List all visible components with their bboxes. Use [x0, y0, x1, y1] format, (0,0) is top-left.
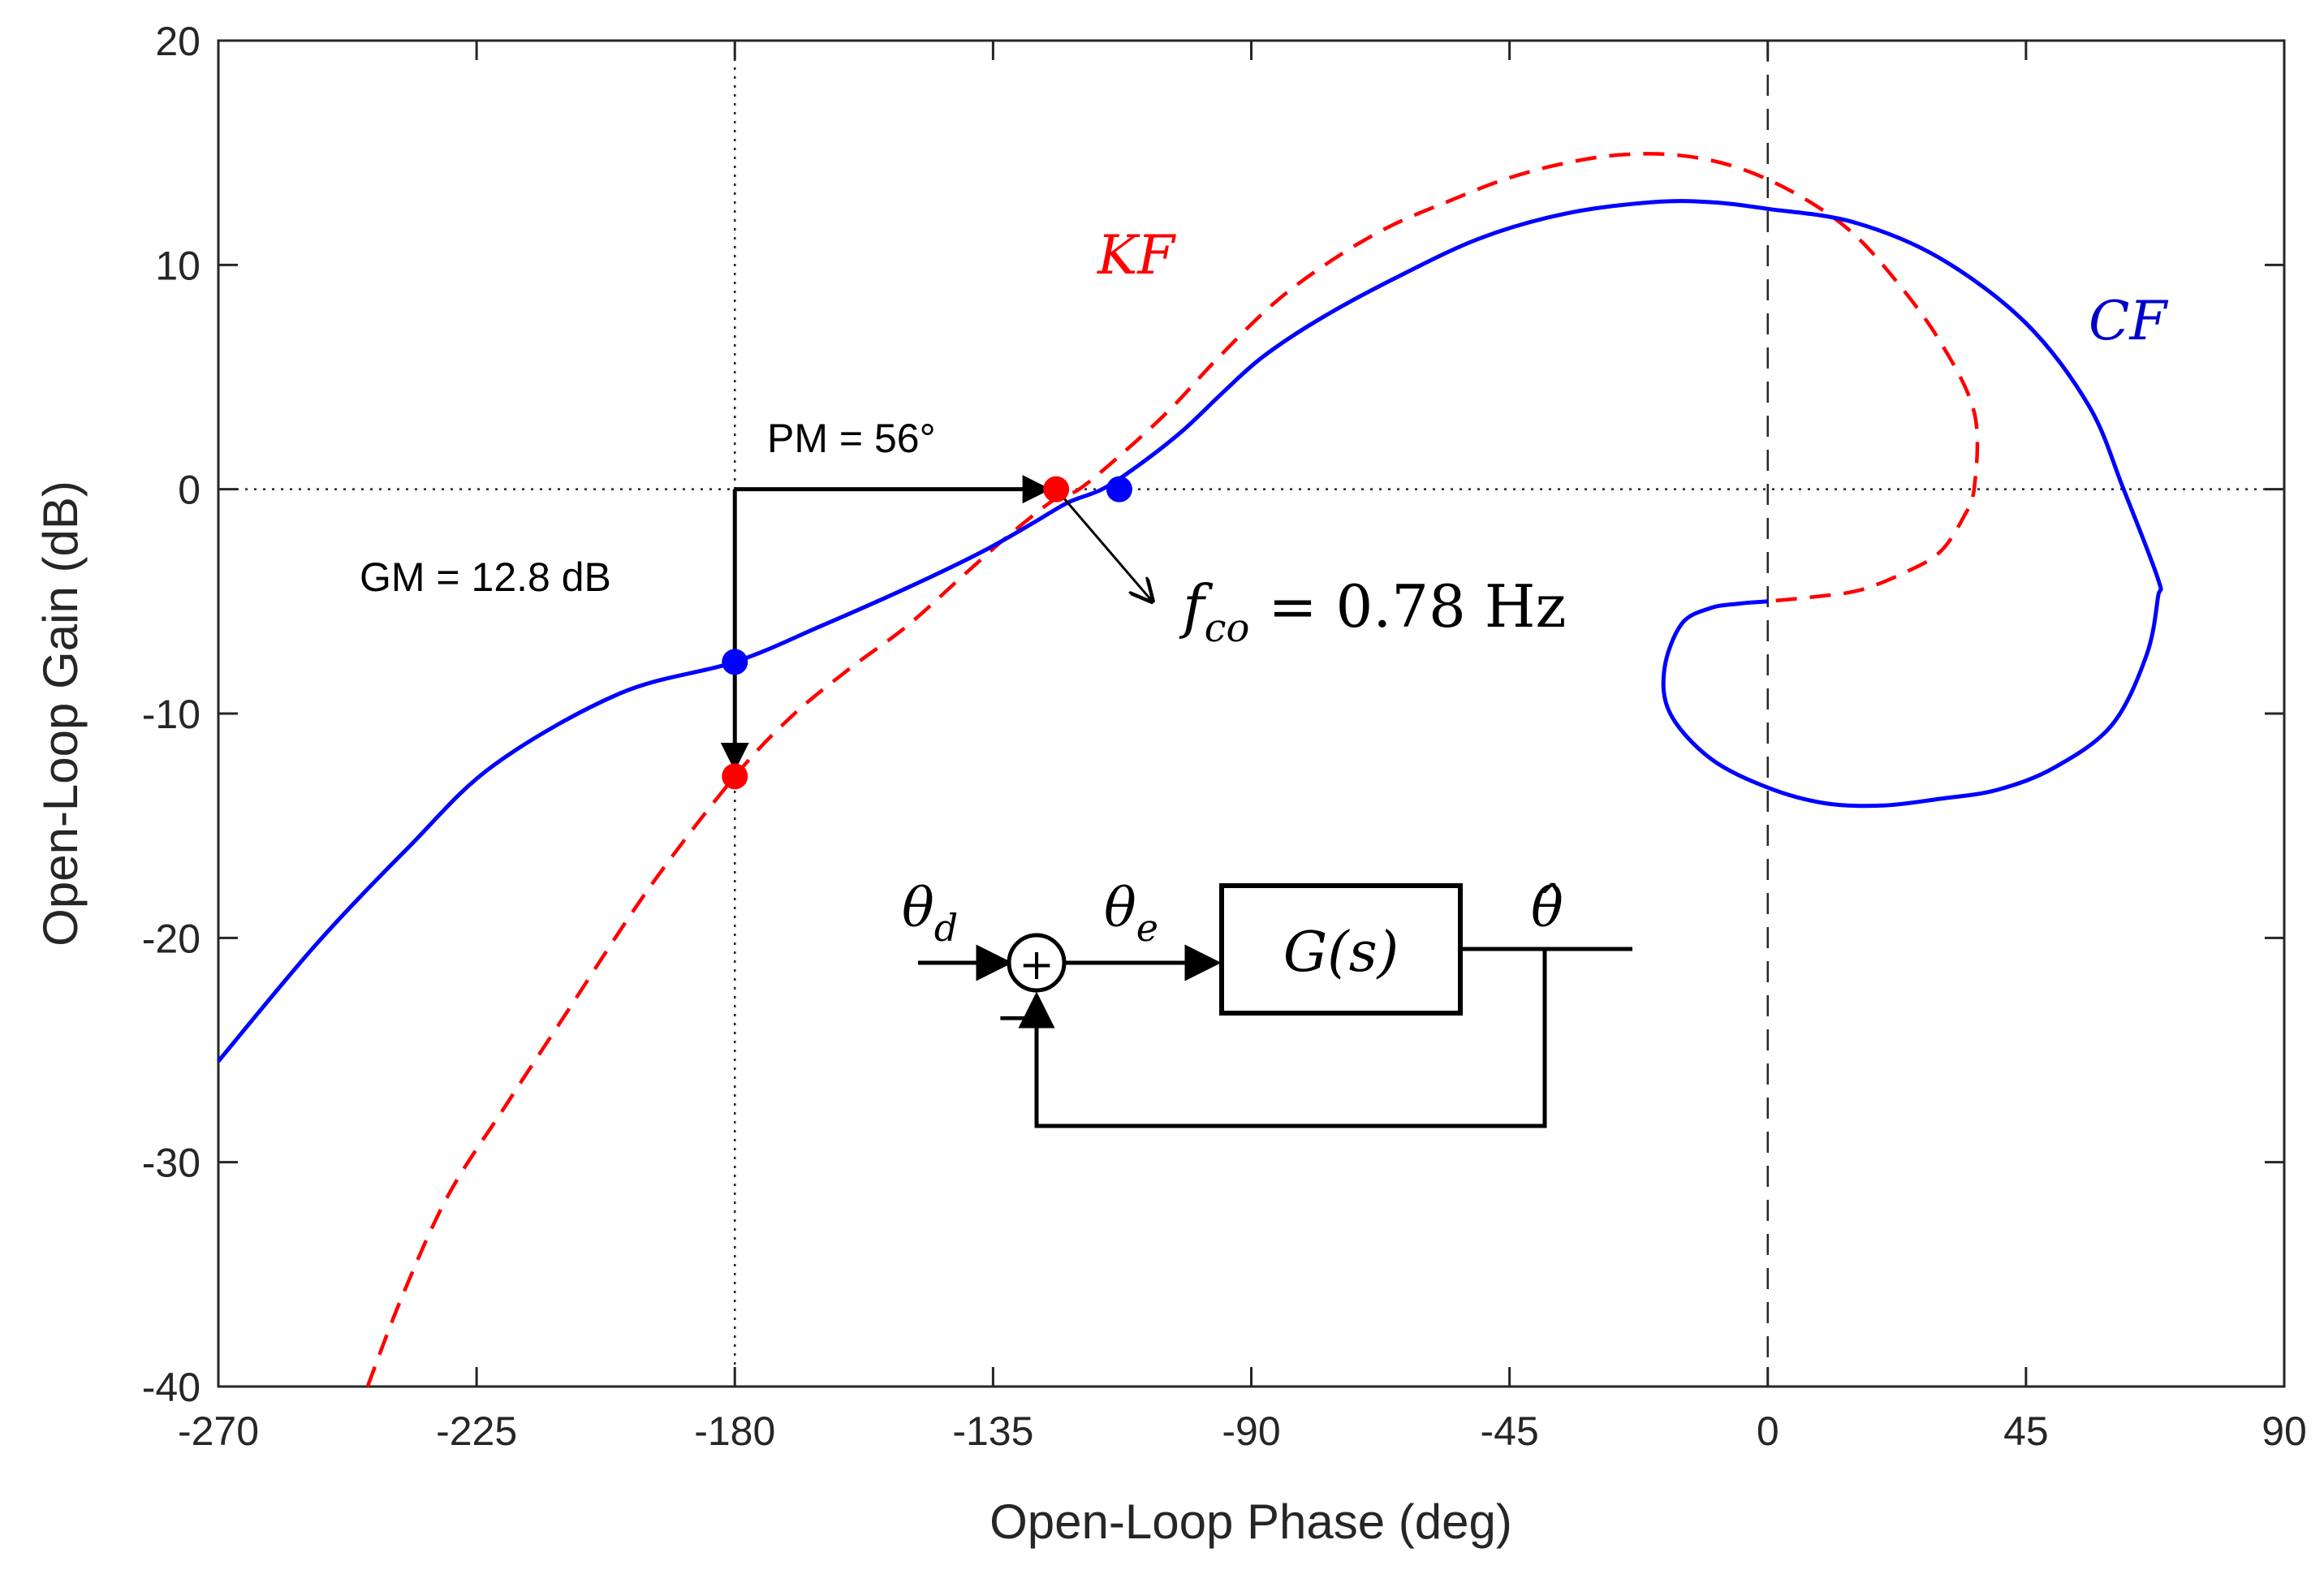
- pm-label: PM = 56°: [767, 416, 936, 461]
- bd-sum-sign: +: [1019, 941, 1054, 990]
- x-tick-label: 45: [2003, 1408, 2049, 1454]
- y-tick-label: 10: [155, 243, 200, 288]
- bd-output-label: θ̂: [1531, 877, 1563, 939]
- y-tick-label: -20: [142, 916, 200, 961]
- y-tick-label: 0: [178, 468, 200, 513]
- x-axis-title: Open-Loop Phase (deg): [990, 1495, 1512, 1549]
- bd-input-label: θd: [902, 877, 958, 950]
- bd-input-symbol: θ: [902, 877, 934, 939]
- series-label-cf: CF: [2089, 290, 2168, 352]
- gm-label: GM = 12.8 dB: [360, 554, 611, 600]
- y-tick-label: 20: [155, 19, 200, 64]
- bd-feedback-path: [1018, 949, 1547, 1128]
- fco-label: fco = 0.78 Hz: [1179, 572, 1566, 651]
- x-tick-label: 0: [1757, 1408, 1779, 1454]
- plot-area: [217, 39, 2286, 1388]
- marker-kf: [1043, 476, 1070, 502]
- bd-input-subscript: d: [934, 906, 958, 950]
- bd-plant-block: [1219, 883, 1463, 1016]
- series-label-kf: KF: [1097, 224, 1176, 287]
- x-tick-label: 90: [2261, 1408, 2307, 1454]
- y-tick-label: -10: [142, 692, 200, 737]
- x-tick-label: -45: [1480, 1408, 1538, 1454]
- bd-plant-label: G(s): [1283, 921, 1399, 985]
- series-cf-line: [217, 199, 2163, 1063]
- y-axis-title: Open-Loop Gain (dB): [33, 481, 88, 947]
- x-tick-label: -135: [952, 1408, 1033, 1454]
- fco-pointer-arrow: [1055, 488, 1153, 603]
- marker-cf: [1106, 476, 1132, 502]
- fco-value: = 0.78 Hz: [1249, 572, 1566, 641]
- x-tick-label: -270: [178, 1408, 259, 1454]
- x-ticks: -270 -225 -180 -135 -90 -45 0 45 90: [178, 41, 2307, 1454]
- bd-error-label: θe: [1104, 877, 1158, 950]
- x-tick-label: -180: [694, 1408, 775, 1454]
- y-ticks: -40 -30 -20 -10 0 10 20: [142, 19, 2284, 1410]
- marker-kf: [722, 763, 748, 790]
- block-diagram: + G(s) θd θe θ̂ −: [902, 877, 1632, 1128]
- y-tick-label: -40: [142, 1365, 200, 1410]
- marker-cf: [722, 649, 748, 675]
- y-tick-label: -30: [142, 1141, 200, 1186]
- bd-error-symbol: θ: [1104, 877, 1136, 939]
- bd-feedback-sign: −: [995, 989, 1036, 1046]
- bd-error-subscript: e: [1136, 906, 1158, 950]
- markers: [722, 476, 1132, 790]
- fco-subscript: co: [1205, 606, 1250, 651]
- series-kf-line: [365, 152, 1980, 1387]
- x-tick-label: -225: [436, 1408, 517, 1454]
- x-tick-label: -90: [1222, 1408, 1280, 1454]
